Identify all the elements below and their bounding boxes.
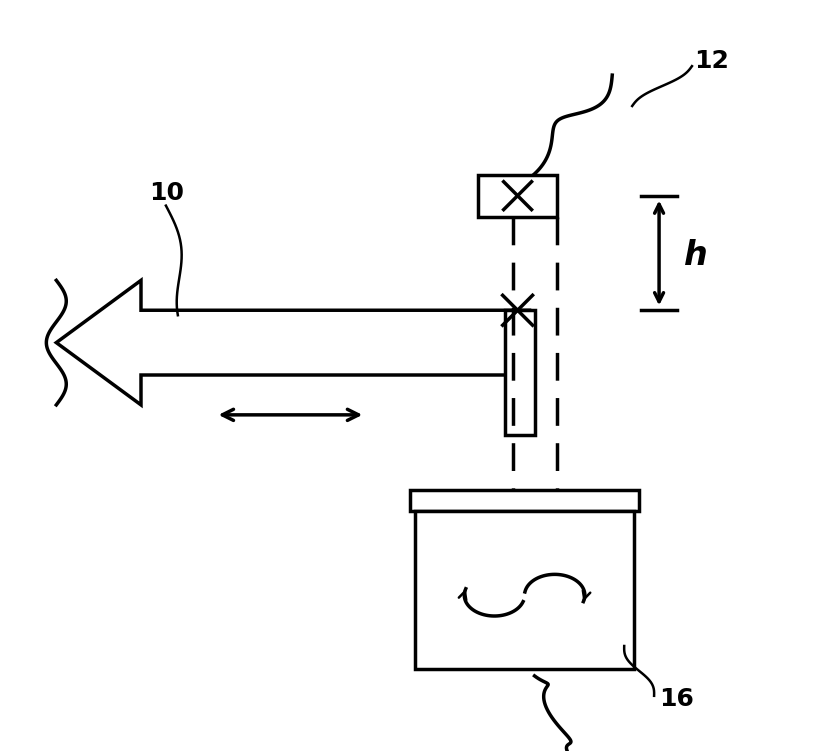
Text: 16: 16 [659,687,694,711]
Bar [410,490,639,511]
Polygon shape [57,280,530,405]
Text: 12: 12 [694,49,729,73]
Bar [505,311,535,435]
Text: h: h [684,239,708,272]
Bar [415,511,634,669]
Bar [477,174,558,217]
Text: 10: 10 [149,180,184,205]
